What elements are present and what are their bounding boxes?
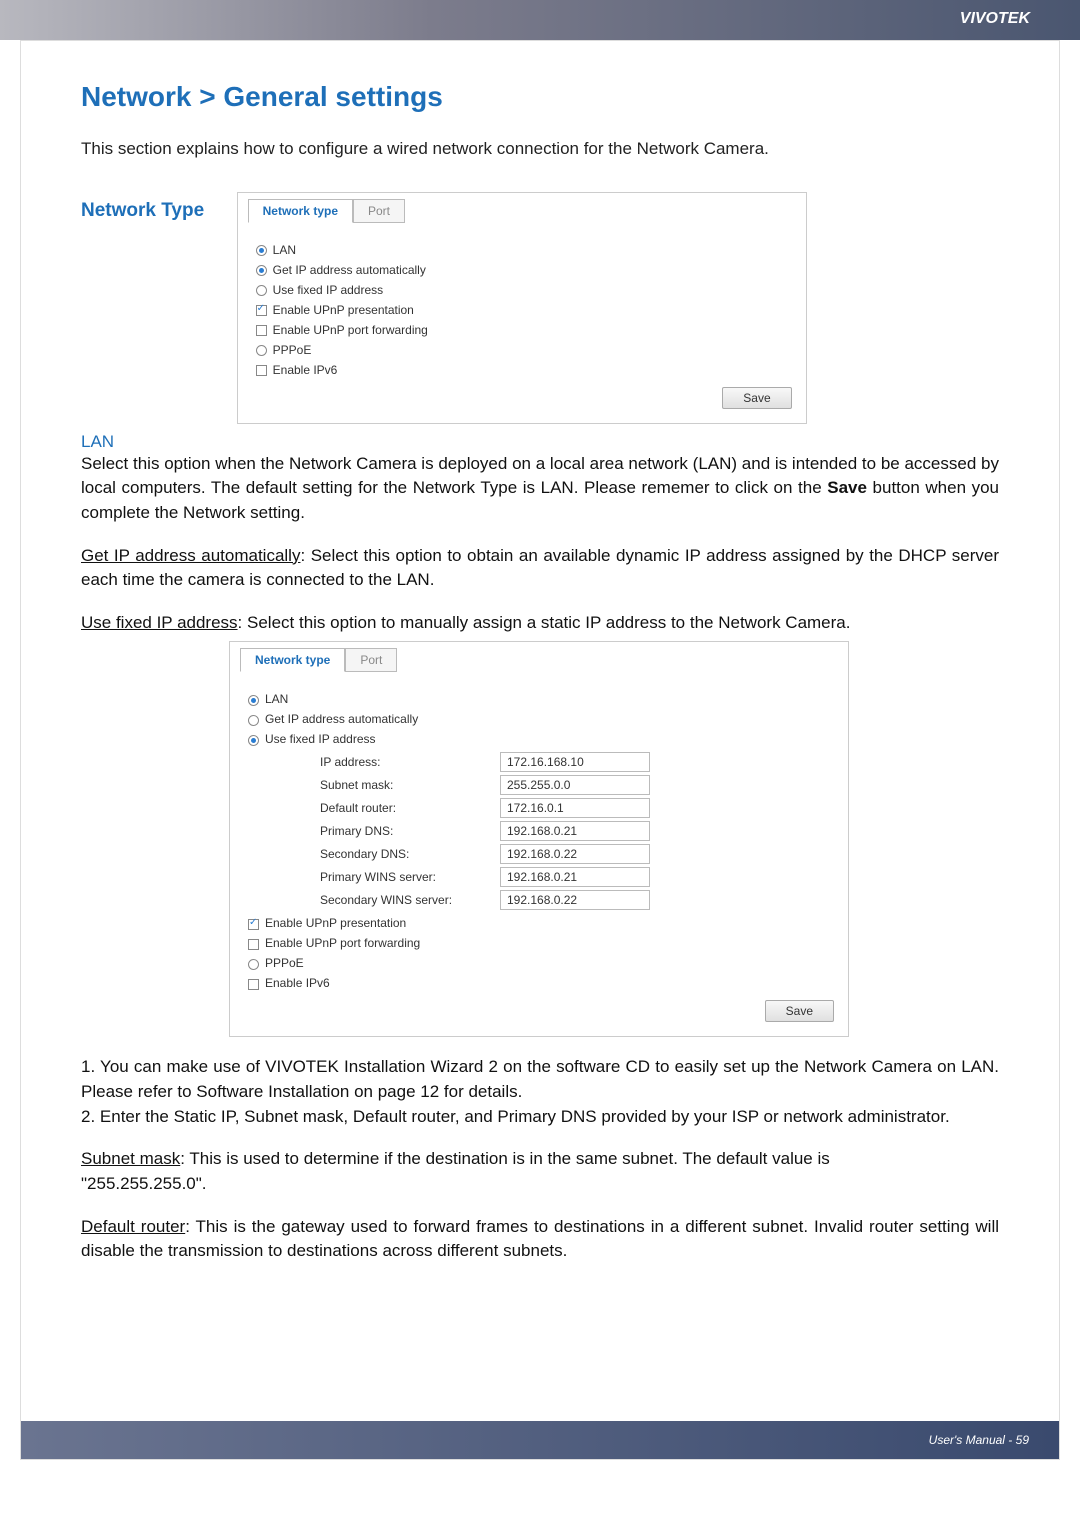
get-ip-paragraph: Get IP address automatically: Select thi… xyxy=(81,544,999,593)
tab-network-type-2[interactable]: Network type xyxy=(240,648,345,672)
brand-text: VIVOTEK xyxy=(960,10,1030,28)
network-type-label: Network Type xyxy=(81,200,204,222)
network-type-panel-1: Network typePort LAN Get IP address auto… xyxy=(237,192,807,424)
check-upnp-port-forward-2[interactable]: Enable UPnP port forwarding xyxy=(248,936,834,950)
page-title: Network > General settings xyxy=(81,81,999,113)
check-upnp-port-forward[interactable]: Enable UPnP port forwarding xyxy=(256,323,792,337)
footer-bar: User's Manual - 59 xyxy=(21,1421,1059,1459)
tab-port-2[interactable]: Port xyxy=(345,648,397,672)
ip-field-value[interactable]: 255.255.0.0 xyxy=(500,775,650,795)
check-ipv6[interactable]: Enable IPv6 xyxy=(256,363,792,377)
page-container: Network > General settings This section … xyxy=(20,40,1060,1460)
intro-text: This section explains how to configure a… xyxy=(81,137,999,162)
ip-field-value[interactable]: 192.168.0.22 xyxy=(500,890,650,910)
router-paragraph: Default router: This is the gateway used… xyxy=(81,1215,999,1264)
ip-config-row: Primary WINS server:192.168.0.21 xyxy=(320,867,834,887)
tab-port[interactable]: Port xyxy=(353,199,405,223)
radio-get-ip-auto-2[interactable]: Get IP address automatically xyxy=(248,712,834,726)
footer-text: User's Manual - 59 xyxy=(929,1433,1029,1447)
ip-field-label: Secondary DNS: xyxy=(320,847,500,861)
save-button[interactable]: Save xyxy=(722,387,791,409)
tab-network-type[interactable]: Network type xyxy=(248,199,353,223)
ip-field-label: Subnet mask: xyxy=(320,778,500,792)
radio-pppoe[interactable]: PPPoE xyxy=(256,343,792,357)
check-upnp-presentation[interactable]: Enable UPnP presentation xyxy=(256,303,792,317)
radio-get-ip-auto[interactable]: Get IP address automatically xyxy=(256,263,792,277)
ip-field-label: Primary DNS: xyxy=(320,824,500,838)
ip-config-row: Secondary DNS:192.168.0.22 xyxy=(320,844,834,864)
use-fixed-paragraph: Use fixed IP address: Select this option… xyxy=(81,611,999,636)
check-ipv6-2[interactable]: Enable IPv6 xyxy=(248,976,834,990)
list-item-2: 2. Enter the Static IP, Subnet mask, Def… xyxy=(81,1105,999,1130)
subnet-paragraph: Subnet mask: This is used to determine i… xyxy=(81,1147,999,1172)
ip-field-label: Primary WINS server: xyxy=(320,870,500,884)
ip-field-value[interactable]: 172.16.168.10 xyxy=(500,752,650,772)
ip-field-value[interactable]: 192.168.0.21 xyxy=(500,867,650,887)
radio-pppoe-2[interactable]: PPPoE xyxy=(248,956,834,970)
save-button-2[interactable]: Save xyxy=(765,1000,834,1022)
radio-lan-2[interactable]: LAN xyxy=(248,692,834,706)
ip-field-label: Default router: xyxy=(320,801,500,815)
check-upnp-presentation-2[interactable]: Enable UPnP presentation xyxy=(248,916,834,930)
ip-config-row: Subnet mask:255.255.0.0 xyxy=(320,775,834,795)
ip-field-label: Secondary WINS server: xyxy=(320,893,500,907)
subnet-value: "255.255.255.0". xyxy=(81,1172,999,1197)
radio-lan[interactable]: LAN xyxy=(256,243,792,257)
ip-field-value[interactable]: 192.168.0.22 xyxy=(500,844,650,864)
ip-field-value[interactable]: 192.168.0.21 xyxy=(500,821,650,841)
radio-use-fixed-ip[interactable]: Use fixed IP address xyxy=(256,283,792,297)
ip-field-label: IP address: xyxy=(320,755,500,769)
ip-field-value[interactable]: 172.16.0.1 xyxy=(500,798,650,818)
lan-paragraph: Select this option when the Network Came… xyxy=(81,452,999,526)
list-item-1: 1. You can make use of VIVOTEK Installat… xyxy=(81,1055,999,1104)
ip-config-row: Primary DNS:192.168.0.21 xyxy=(320,821,834,841)
ip-config-row: IP address:172.16.168.10 xyxy=(320,752,834,772)
ip-config-row: Default router:172.16.0.1 xyxy=(320,798,834,818)
ip-config-row: Secondary WINS server:192.168.0.22 xyxy=(320,890,834,910)
network-type-panel-2: Network typePort LAN Get IP address auto… xyxy=(229,641,849,1037)
header-bar: VIVOTEK xyxy=(0,0,1080,40)
radio-use-fixed-ip-2[interactable]: Use fixed IP address xyxy=(248,732,834,746)
tabs: Network typePort xyxy=(248,199,792,223)
lan-heading: LAN xyxy=(81,432,999,452)
